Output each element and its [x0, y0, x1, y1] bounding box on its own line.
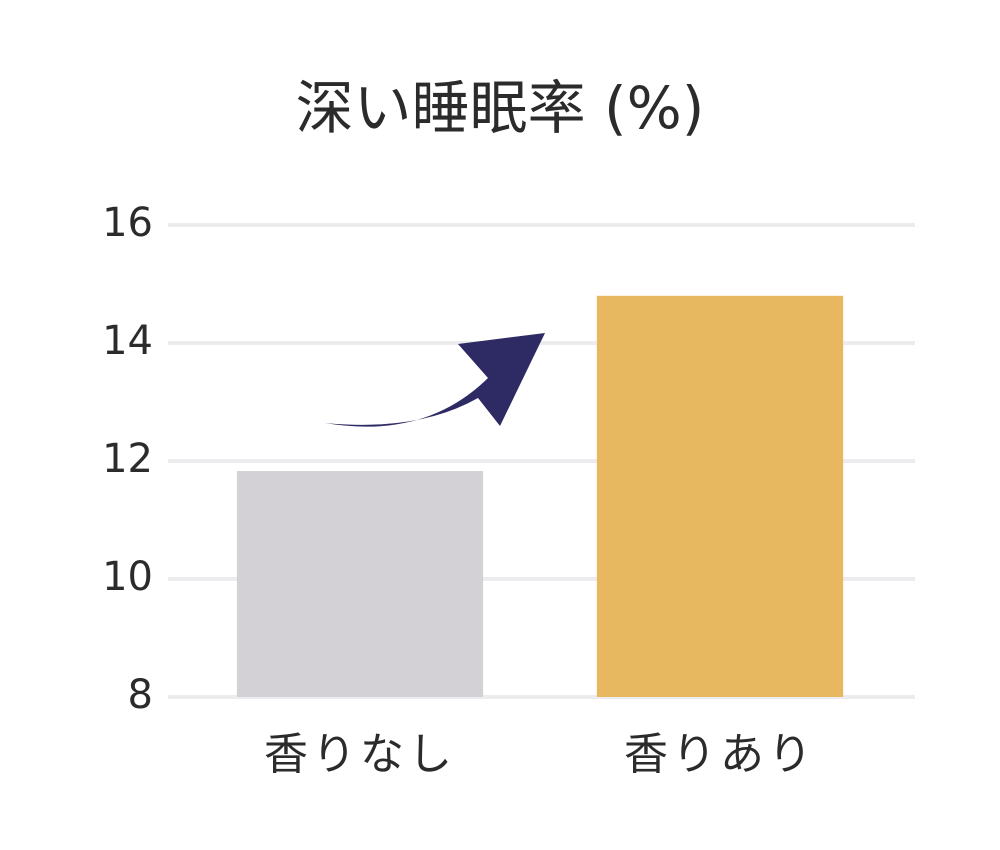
- x-tick-label: 香りなし: [264, 729, 456, 780]
- y-tick-label: 12: [102, 436, 153, 482]
- bar: [236, 471, 484, 697]
- chart-title: 深い睡眠率 (%): [296, 74, 705, 142]
- y-tick-label: 8: [128, 672, 153, 718]
- x-tick-label: 香りあり: [624, 729, 816, 780]
- trend-arrow: [325, 333, 545, 427]
- y-tick-label: 10: [102, 554, 153, 600]
- y-tick-label: 14: [102, 318, 153, 364]
- y-tick-label: 16: [102, 200, 153, 246]
- bars: [236, 295, 844, 697]
- bar: [596, 295, 844, 697]
